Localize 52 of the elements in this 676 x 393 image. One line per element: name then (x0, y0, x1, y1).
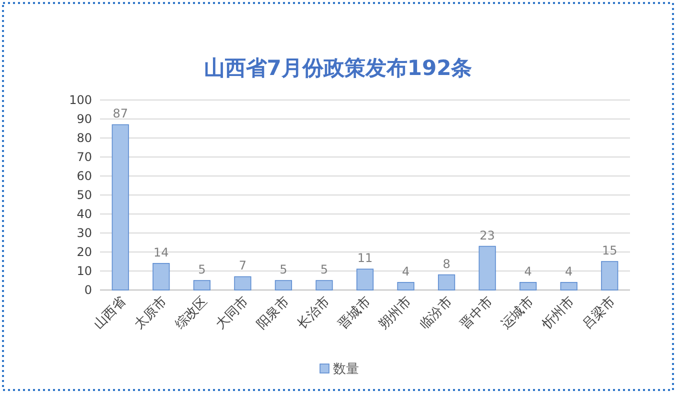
y-tick-label: 50 (76, 188, 92, 202)
data-label: 15 (602, 244, 618, 258)
bar (112, 124, 129, 290)
bar (316, 280, 333, 290)
data-label: 23 (480, 228, 495, 242)
x-tick-label: 山西省 (91, 294, 130, 332)
data-label: 11 (357, 251, 373, 266)
data-label: 8 (442, 256, 450, 271)
y-tick-label: 60 (76, 169, 92, 183)
x-tick-label: 吕梁市 (580, 294, 618, 332)
y-tick-label: 20 (76, 245, 92, 259)
x-tick-label: 太原市 (132, 294, 170, 332)
y-tick-label: 100 (69, 93, 92, 107)
chart-title: 山西省7月份政策发布192条 (204, 56, 472, 80)
bar (478, 246, 496, 290)
y-tick-label: 0 (84, 283, 92, 297)
data-label: 5 (198, 262, 206, 276)
bar (234, 276, 252, 290)
bar (520, 282, 537, 290)
x-tick-label: 长治市 (294, 294, 334, 332)
x-tick-label: 阳泉市 (254, 294, 292, 332)
bar (152, 263, 170, 290)
bar (601, 261, 618, 290)
x-tick-label: 大同市 (213, 294, 252, 332)
y-tick-label: 70 (76, 150, 92, 164)
bar (274, 280, 292, 290)
x-tick-label: 忻州市 (538, 294, 578, 334)
data-label: 4 (402, 264, 410, 278)
bar (560, 282, 578, 290)
data-label: 5 (280, 262, 288, 276)
data-label: 5 (320, 262, 328, 276)
bar (193, 280, 210, 290)
data-label: 4 (565, 264, 573, 278)
y-tick-label: 80 (76, 131, 92, 145)
x-tick-label: 临汾市 (417, 294, 456, 332)
x-tick-label: 晋城市 (336, 294, 374, 332)
y-tick-label: 40 (76, 207, 92, 221)
data-label: 4 (524, 264, 532, 278)
data-label: 87 (112, 106, 128, 121)
bar (397, 282, 414, 290)
y-tick-label: 90 (76, 112, 92, 126)
x-tick-label: 综改区 (172, 294, 211, 332)
data-label: 14 (154, 245, 169, 260)
x-tick-label: 运城市 (498, 294, 537, 332)
y-tick-label: 30 (76, 226, 92, 240)
x-tick-label: 朔州市 (376, 294, 415, 332)
bar (438, 274, 456, 290)
data-label: 7 (238, 258, 247, 273)
legend-label: 数量 (333, 362, 359, 377)
bar (356, 268, 374, 290)
y-tick-label: 10 (76, 264, 92, 278)
x-tick-label: 晋中市 (458, 294, 496, 332)
